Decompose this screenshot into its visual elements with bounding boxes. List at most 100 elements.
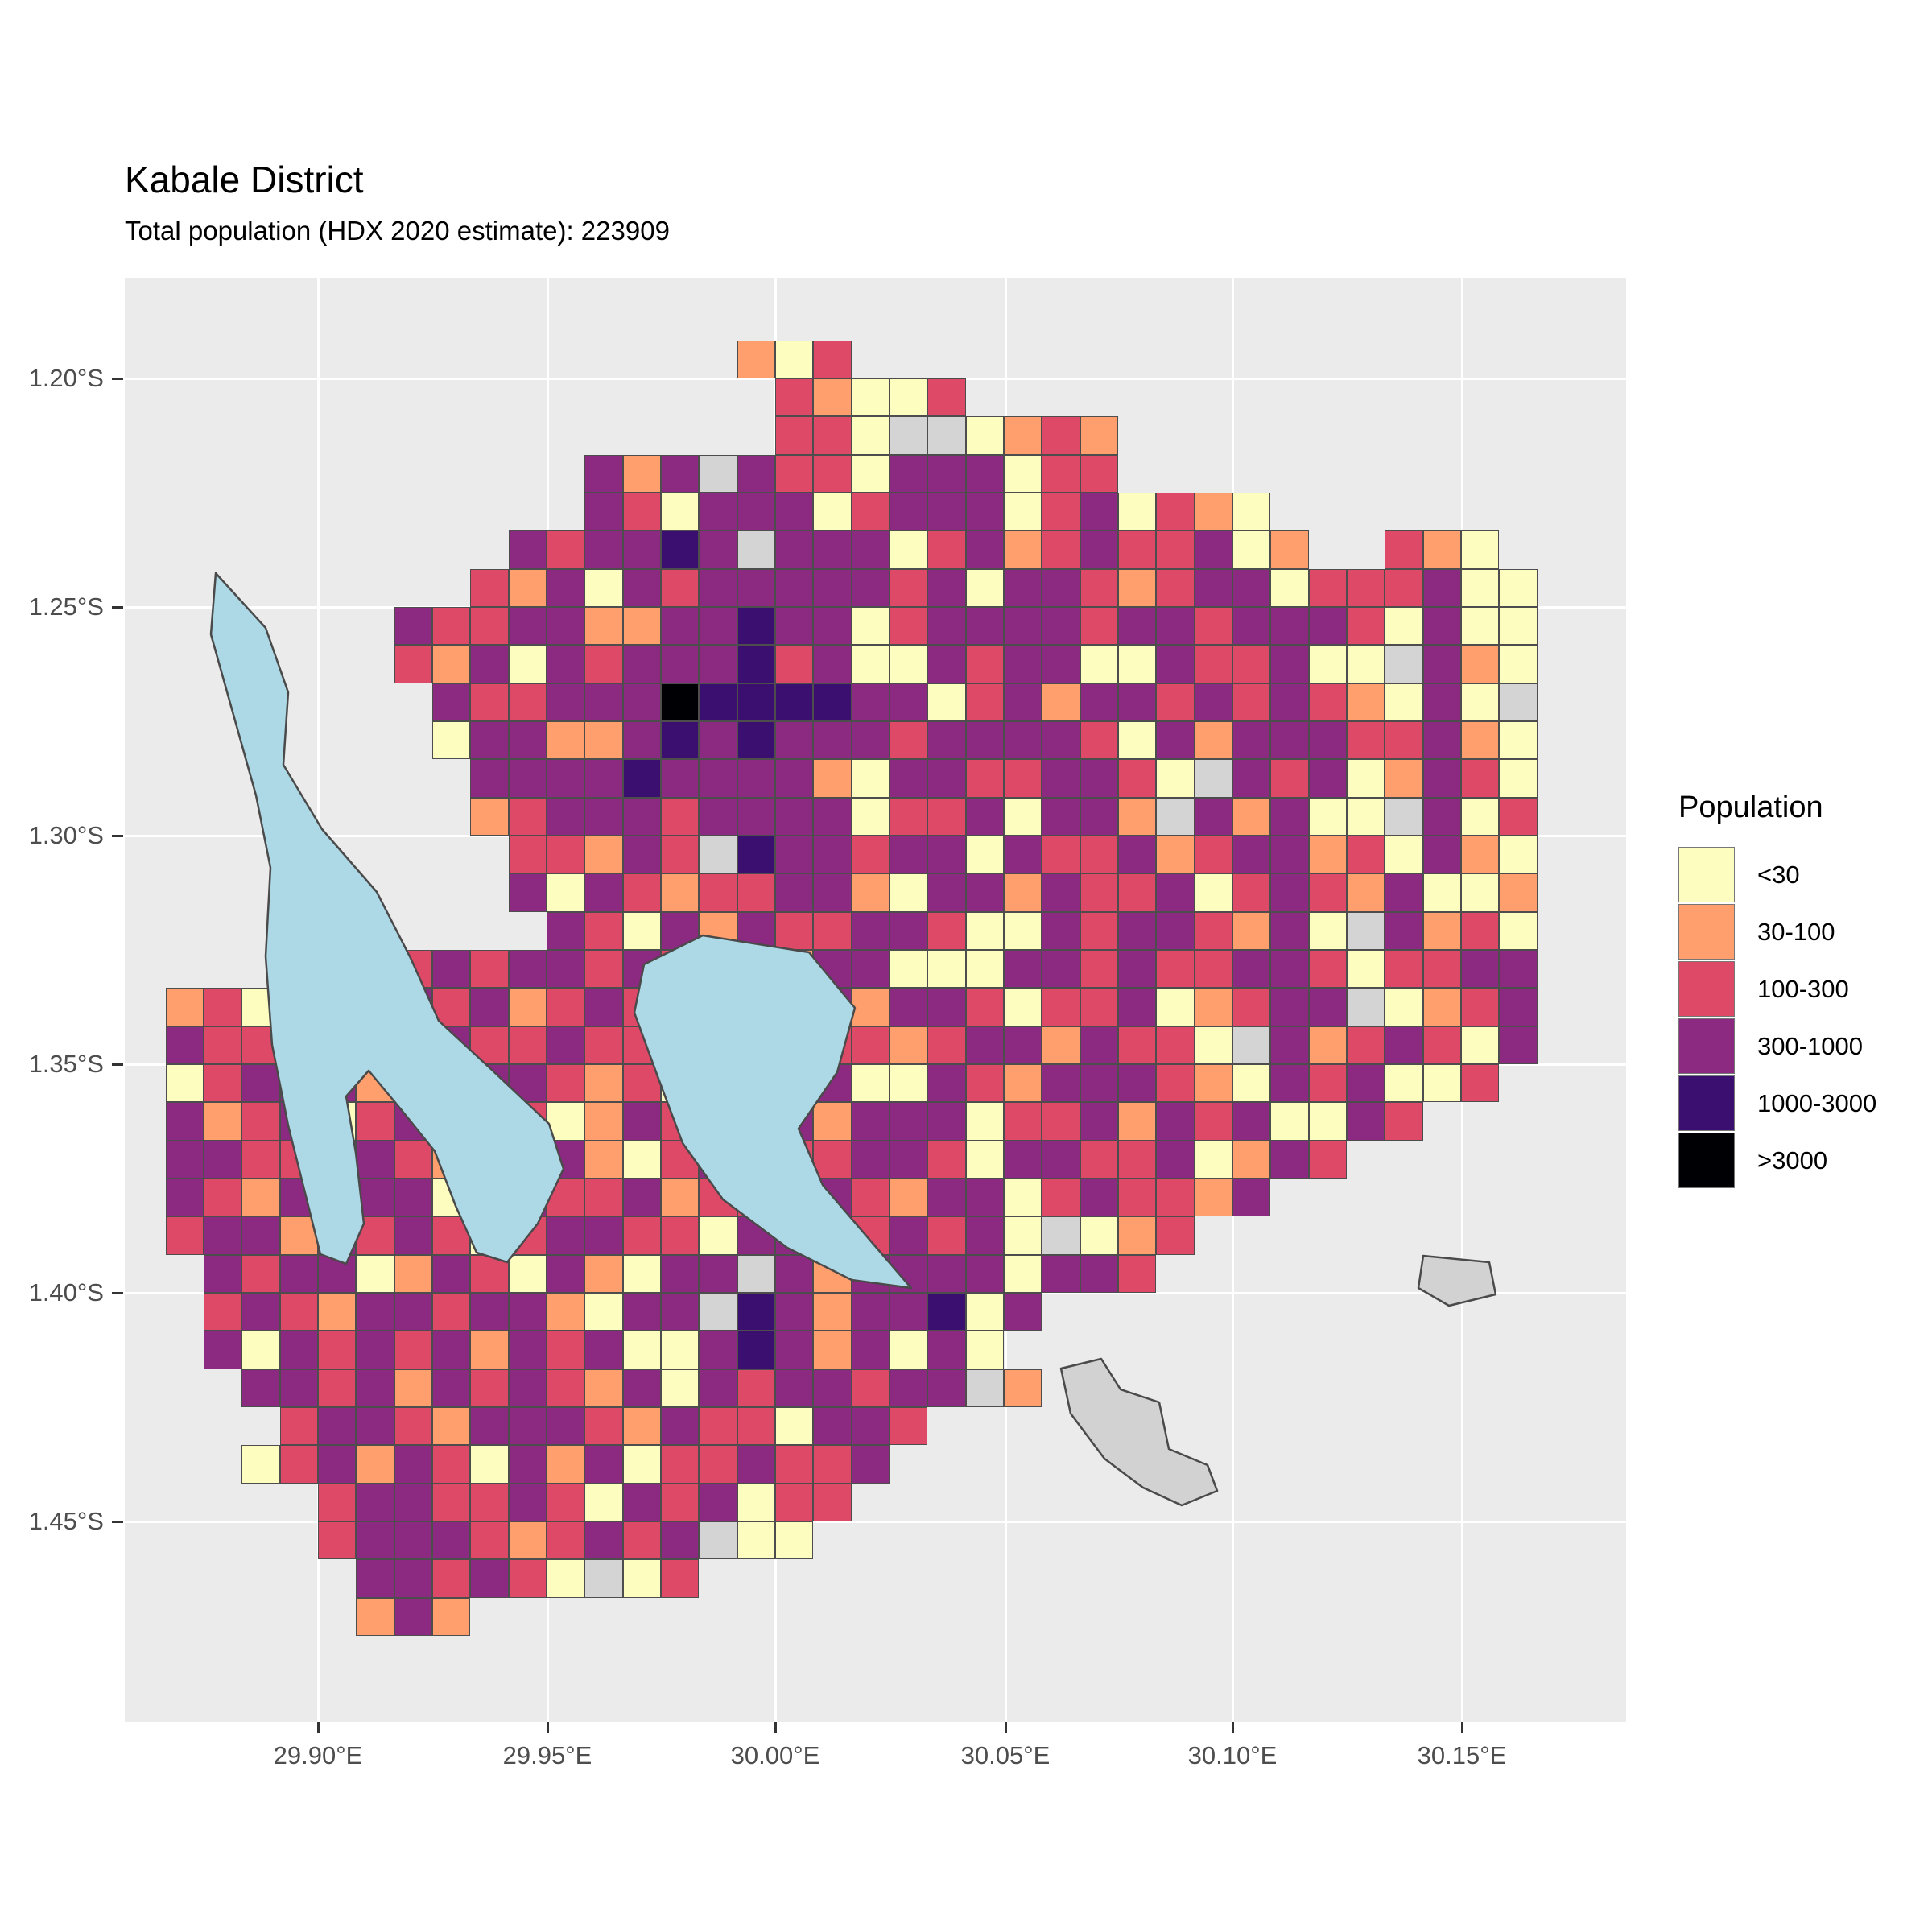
grid-cell (1080, 645, 1118, 683)
grid-cell (508, 988, 547, 1026)
grid-cell (317, 1406, 357, 1446)
grid-cell (508, 1445, 547, 1484)
grid-cell (965, 797, 1004, 836)
grid-cell (965, 1216, 1004, 1255)
grid-cell (699, 759, 737, 798)
grid-cell (1232, 492, 1271, 531)
grid-cell (889, 530, 928, 569)
grid-cell (1156, 1178, 1195, 1217)
grid-cell (1308, 1026, 1347, 1064)
grid-cell (546, 1368, 585, 1407)
grid-cell (1385, 530, 1423, 569)
grid-cell (1042, 759, 1080, 798)
grid-cell (851, 530, 890, 569)
grid-cell (851, 568, 890, 607)
grid-cell (279, 1292, 318, 1331)
grid-cell-no-data (1385, 645, 1423, 683)
grid-cell (356, 1102, 394, 1141)
grid-cell (965, 720, 1004, 760)
grid-cell (813, 492, 852, 531)
x-tick-label: 30.15°E (1417, 1741, 1507, 1769)
grid-cell (546, 645, 585, 683)
grid-cell (394, 1292, 432, 1331)
grid-cell (889, 873, 928, 912)
grid-cell (660, 568, 700, 607)
grid-cell-no-data (1042, 1216, 1080, 1255)
grid-cell (508, 568, 547, 607)
grid-cell (1003, 1140, 1042, 1179)
grid-cell (813, 1406, 852, 1446)
y-tick-label: 1.35°S (28, 1050, 104, 1078)
grid-cell (356, 1254, 394, 1293)
y-tick-mark (112, 1063, 123, 1066)
grid-cell (737, 340, 775, 378)
grid-cell (546, 1445, 585, 1484)
grid-cell (584, 797, 623, 836)
grid-cell (356, 1559, 394, 1598)
grid-cell (394, 1406, 432, 1446)
grid-cell (508, 873, 547, 912)
grid-cell (737, 873, 775, 912)
grid-cell (431, 1254, 471, 1293)
grid-cell (622, 1521, 661, 1560)
legend-label: >3000 (1757, 1146, 1828, 1174)
grid-cell (1346, 873, 1385, 912)
grid-cell (774, 530, 814, 569)
grid-cell (279, 1331, 318, 1369)
grid-cell (660, 1331, 700, 1369)
grid-cell (1003, 911, 1042, 950)
grid-cell (1346, 606, 1385, 646)
grid-cell (1080, 454, 1118, 493)
grid-cell (774, 1483, 814, 1521)
grid-cell (889, 949, 928, 989)
grid-cell (242, 1445, 280, 1484)
grid-cell (546, 1216, 585, 1255)
grid-cell (889, 645, 928, 683)
grid-cell (1117, 1140, 1157, 1179)
grid-cell (1042, 797, 1080, 836)
grid-cell (1080, 759, 1118, 798)
grid-cell (965, 492, 1004, 531)
grid-cell (660, 873, 700, 912)
grid-cell (1080, 1216, 1118, 1255)
grid-cell (889, 1178, 928, 1217)
grid-cell (470, 1368, 509, 1407)
grid-cell (927, 1254, 966, 1293)
grid-cell (242, 1178, 280, 1217)
grid-cell (927, 1026, 966, 1064)
grid-cell (660, 1483, 700, 1521)
grid-cell (279, 1406, 318, 1446)
grid-cell (927, 606, 966, 646)
grid-cell (1156, 683, 1195, 721)
grid-cell (622, 1178, 661, 1217)
grid-cell (774, 1331, 814, 1369)
grid-cell-no-data (1346, 911, 1385, 950)
y-tick-label: 1.45°S (28, 1507, 104, 1535)
grid-cell (1003, 1063, 1042, 1103)
grid-cell (1232, 683, 1271, 721)
grid-cell (813, 759, 852, 798)
grid-cell (1194, 683, 1232, 721)
grid-cell (927, 720, 966, 760)
grid-cell (394, 606, 432, 646)
grid-cell (965, 1063, 1004, 1103)
grid-cell (356, 1368, 394, 1407)
grid-cell (1194, 530, 1232, 569)
grid-cell (851, 911, 890, 950)
grid-cell (1080, 1254, 1118, 1293)
grid-cell (584, 835, 623, 874)
grid-cell (737, 797, 775, 836)
grid-cell (774, 1406, 814, 1446)
grid-cell (1080, 606, 1118, 646)
grid-cell (1346, 1063, 1385, 1103)
grid-cell (660, 1368, 700, 1407)
grid-cell (851, 720, 890, 760)
grid-cell (394, 1597, 432, 1636)
grid-cell (203, 1216, 242, 1255)
grid-cell (1156, 911, 1195, 950)
grid-cell (1003, 720, 1042, 760)
grid-cell (965, 1140, 1004, 1179)
grid-cell (470, 988, 509, 1026)
grid-cell (927, 949, 966, 989)
grid-cell (927, 568, 966, 607)
